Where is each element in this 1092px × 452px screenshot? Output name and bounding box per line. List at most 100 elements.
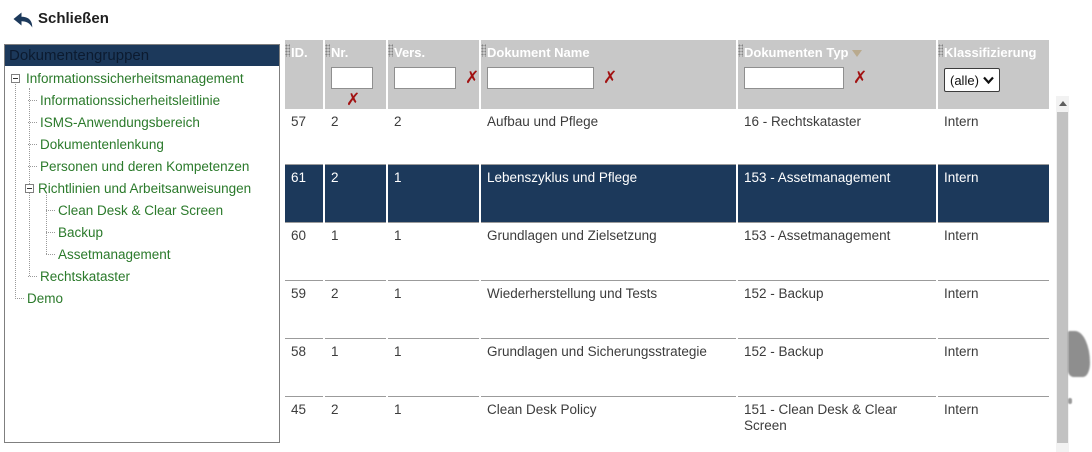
cell-nr[interactable]: 1: [325, 339, 386, 397]
clear-filter-icon[interactable]: ✗: [853, 67, 868, 88]
tree-item-personen-und-deren-kompetenzen[interactable]: Personen und deren Kompetenzen: [5, 155, 279, 177]
tree-item-isms-anwendungsbereich[interactable]: ISMS-Anwendungsbereich: [5, 111, 279, 133]
cell-klassifizierung[interactable]: Intern: [938, 339, 1049, 397]
cell-nr[interactable]: 2: [325, 165, 386, 223]
tree-connector: [46, 209, 55, 211]
tree-item-informationssicherheitsmanagement[interactable]: Informationssicherheitsmanagement: [5, 67, 279, 89]
cell-nr[interactable]: 2: [325, 109, 386, 165]
cell-name[interactable]: Wiederherstellung und Tests: [481, 281, 736, 339]
column-label[interactable]: Klassifizierung: [944, 45, 1037, 60]
cell-vers[interactable]: 1: [388, 281, 479, 339]
column-label[interactable]: Dokumenten Typ: [744, 45, 849, 60]
cell-id[interactable]: 60: [285, 223, 323, 281]
tree-item-rechtskataster[interactable]: Rechtskataster: [5, 265, 279, 287]
cell-nr[interactable]: 2: [325, 397, 386, 452]
cell-klassifizierung[interactable]: Intern: [938, 397, 1049, 452]
scroll-up-arrow-icon[interactable]: [1056, 96, 1069, 110]
cell-id[interactable]: 45: [285, 397, 323, 452]
cell-typ[interactable]: 152 - Backup: [738, 281, 936, 339]
column-header-dokumenten-typ[interactable]: Dokumenten Typ ✗: [738, 40, 936, 109]
cell-name[interactable]: Grundlagen und Zielsetzung: [481, 223, 736, 281]
cell-name[interactable]: Grundlagen und Sicherungsstrategie: [481, 339, 736, 397]
column-header-vers[interactable]: Vers. ✗: [388, 40, 479, 109]
table-row[interactable]: 57 2 2 Aufbau und Pflege 16 - Rechtskata…: [285, 109, 1049, 165]
close-button[interactable]: Schließen: [38, 10, 109, 27]
cell-id[interactable]: 58: [285, 339, 323, 397]
tree-item-richtlinien-und-arbeitsanweisungen[interactable]: Richtlinien und Arbeitsanweisungen: [5, 177, 279, 199]
tree-item-label[interactable]: Backup: [58, 224, 104, 240]
back-arrow-icon[interactable]: [11, 8, 35, 32]
clear-filter-icon[interactable]: ✗: [465, 67, 479, 88]
cell-name[interactable]: Lebenszyklus und Pflege: [481, 165, 736, 223]
tree-item-clean-desk-clear-screen[interactable]: Clean Desk & Clear Screen: [5, 199, 279, 221]
cell-typ[interactable]: 151 - Clean Desk & Clear Screen: [738, 397, 936, 452]
collapse-toggle-icon[interactable]: [11, 73, 20, 83]
cell-klassifizierung[interactable]: Intern: [938, 165, 1049, 223]
tree-item-label[interactable]: Informationssicherheitsmanagement: [26, 70, 244, 86]
dokumenten-typ-filter-input[interactable]: [744, 67, 844, 89]
cell-klassifizierung[interactable]: Intern: [938, 109, 1049, 165]
cell-name[interactable]: Clean Desk Policy: [481, 397, 736, 452]
tree-connector: [28, 99, 37, 101]
cell-nr[interactable]: 1: [325, 223, 386, 281]
cell-typ[interactable]: 16 - Rechtskataster: [738, 109, 936, 165]
document-groups-panel: Dokumentengruppen Informationssicherheit…: [4, 44, 280, 443]
tree-item-label[interactable]: Dokumentenlenkung: [40, 136, 164, 152]
column-header-dokument-name[interactable]: Dokument Name ✗: [481, 40, 736, 109]
tree-item-label[interactable]: Richtlinien und Arbeitsanweisungen: [38, 180, 252, 196]
tree-item-label[interactable]: Demo: [27, 290, 64, 306]
tree-item-label[interactable]: Clean Desk & Clear Screen: [58, 202, 224, 218]
column-header-klassifizierung[interactable]: Klassifizierung (alle): [938, 40, 1049, 109]
tree-item-demo[interactable]: Demo: [5, 287, 279, 309]
tree-item-backup[interactable]: Backup: [5, 221, 279, 243]
cell-name[interactable]: Aufbau und Pflege: [481, 109, 736, 165]
cell-nr[interactable]: 2: [325, 281, 386, 339]
table-row[interactable]: 60 1 1 Grundlagen und Zielsetzung 153 - …: [285, 223, 1049, 281]
klassifizierung-filter-select[interactable]: (alle): [944, 68, 1000, 92]
cell-vers[interactable]: 1: [388, 397, 479, 452]
column-label[interactable]: Dokument Name: [487, 45, 590, 60]
table-row[interactable]: 45 2 1 Clean Desk Policy 151 - Clean Des…: [285, 397, 1049, 452]
column-header-nr[interactable]: Nr. ✗: [325, 40, 386, 109]
cell-typ[interactable]: 153 - Assetmanagement: [738, 223, 936, 281]
column-label[interactable]: Nr.: [331, 45, 349, 60]
tree-item-dokumentenlenkung[interactable]: Dokumentenlenkung: [5, 133, 279, 155]
table-row[interactable]: 59 2 1 Wiederherstellung und Tests 152 -…: [285, 281, 1049, 339]
table-row-selected[interactable]: 61 2 1 Lebenszyklus und Pflege 153 - Ass…: [285, 165, 1049, 223]
chevron-down-icon: [983, 76, 994, 84]
cell-id[interactable]: 61: [285, 165, 323, 223]
cell-vers[interactable]: 1: [388, 339, 479, 397]
table-row[interactable]: 58 1 1 Grundlagen und Sicherungsstrategi…: [285, 339, 1049, 397]
tree-item-label[interactable]: Personen und deren Kompetenzen: [40, 158, 250, 174]
tree-item-label[interactable]: ISMS-Anwendungsbereich: [40, 114, 200, 130]
cell-typ[interactable]: 153 - Assetmanagement: [738, 165, 936, 223]
tree-item-informationssicherheitsleitlinie[interactable]: Informationssicherheitsleitlinie: [5, 89, 279, 111]
scrollbar-thumb[interactable]: [1057, 112, 1068, 443]
vers-filter-input[interactable]: [394, 67, 456, 89]
cell-klassifizierung[interactable]: Intern: [938, 281, 1049, 339]
tree-item-label[interactable]: Informationssicherheitsleitlinie: [40, 92, 221, 108]
column-label[interactable]: Vers.: [394, 45, 426, 60]
cell-klassifizierung[interactable]: Intern: [938, 223, 1049, 281]
tree-connector: [28, 165, 37, 167]
tree-guide-line: [15, 82, 16, 299]
collapse-toggle-icon[interactable]: [25, 183, 34, 193]
clear-filter-icon[interactable]: ✗: [603, 67, 618, 88]
sort-descending-icon[interactable]: [851, 50, 862, 57]
tree-item-label[interactable]: Assetmanagement: [58, 246, 171, 262]
dokument-name-filter-input[interactable]: [487, 67, 594, 89]
tree-item-assetmanagement[interactable]: Assetmanagement: [5, 243, 279, 265]
cell-id[interactable]: 59: [285, 281, 323, 339]
column-label[interactable]: ID.: [291, 45, 308, 60]
nr-filter-input[interactable]: [331, 67, 373, 89]
tree-item-label[interactable]: Rechtskataster: [40, 268, 131, 284]
cell-typ[interactable]: 152 - Backup: [738, 339, 936, 397]
cell-vers[interactable]: 1: [388, 223, 479, 281]
column-header-id[interactable]: ID.: [285, 40, 323, 109]
vertical-scrollbar[interactable]: [1056, 96, 1069, 452]
cell-vers[interactable]: 1: [388, 165, 479, 223]
clear-filter-icon[interactable]: ✗: [346, 90, 361, 109]
cell-vers[interactable]: 2: [388, 109, 479, 165]
documents-table: ID. Nr. ✗ Vers. ✗: [283, 40, 1051, 452]
cell-id[interactable]: 57: [285, 109, 323, 165]
